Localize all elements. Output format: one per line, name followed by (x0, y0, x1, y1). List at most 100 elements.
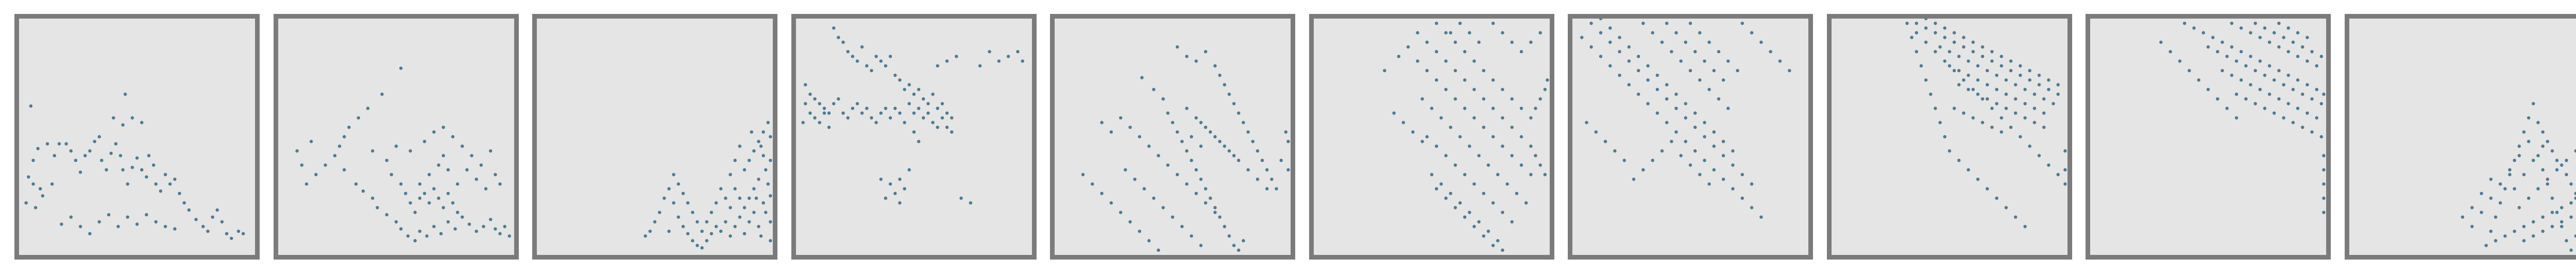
scatter-point (752, 149, 756, 153)
scatter-point (733, 158, 737, 162)
scatter-point (855, 102, 859, 106)
scatter-point (2183, 22, 2187, 25)
scatter-point (969, 201, 973, 205)
scatter-point (1698, 78, 1702, 82)
scatter-point (1957, 158, 1961, 162)
scatter-point (855, 59, 859, 63)
scatter-point (754, 196, 758, 200)
scatter-point (748, 158, 751, 162)
scatter-point (461, 144, 464, 148)
scatter-panel-9 (2086, 14, 2331, 260)
scatter-point (168, 182, 172, 186)
scatter-point (126, 182, 129, 186)
scatter-point (1501, 116, 1504, 120)
scatter-point (2319, 135, 2323, 139)
scatter-point (1472, 224, 1476, 229)
scatter-point (2063, 149, 2067, 153)
scatter-point (446, 168, 450, 172)
scatter-point (371, 196, 375, 200)
scatter-point (1176, 45, 1179, 49)
scatter-point (2023, 88, 2027, 91)
scatter-point (686, 201, 690, 205)
scatter-point (2253, 69, 2257, 72)
scatter-point (211, 215, 214, 219)
scatter-point (1750, 182, 1754, 186)
scatter-point (1204, 187, 1208, 190)
scatter-point (860, 111, 864, 115)
scatter-point (1501, 88, 1504, 91)
scatter-point (1491, 78, 1495, 82)
scatter-point (1435, 78, 1438, 82)
scatter-point (2532, 158, 2535, 162)
scatter-point (1140, 76, 1144, 79)
scatter-point (676, 182, 680, 186)
scatter-point (757, 178, 760, 181)
scatter-point (126, 215, 129, 219)
scatter-point (2569, 215, 2573, 219)
scatter-point (1999, 55, 2003, 58)
scatter-point (1726, 59, 1730, 63)
scatter-point (2508, 168, 2512, 172)
scatter-point (1712, 144, 1716, 148)
scatter-point (874, 55, 878, 58)
scatter-point (1157, 154, 1160, 157)
scatter-point (1726, 106, 1730, 110)
scatter-point (2560, 224, 2564, 229)
scatter-plot-area (801, 26, 1024, 205)
scatter-point (1199, 178, 1203, 181)
scatter-point (2273, 31, 2276, 35)
scatter-point (912, 92, 916, 96)
scatter-point (705, 220, 708, 224)
scatter-point (2230, 45, 2233, 49)
scatter-point (394, 144, 398, 148)
scatter-point (1242, 239, 1245, 243)
scatter-point (1286, 140, 1290, 143)
scatter-plot-area (2461, 102, 2576, 252)
scatter-point (418, 182, 421, 186)
scatter-point (2178, 59, 2182, 63)
scatter-point (709, 211, 714, 214)
scatter-point (2315, 64, 2318, 68)
scatter-point (1613, 149, 1617, 153)
scatter-point (1608, 64, 1612, 68)
scatter-point (1185, 149, 1189, 153)
scatter-point (33, 206, 38, 209)
scatter-plot-area (1383, 22, 1549, 252)
scatter-point (1524, 201, 1528, 205)
scatter-point (818, 121, 821, 124)
scatter-point (1435, 22, 1438, 25)
scatter-point (1712, 168, 1716, 172)
scatter-point (748, 196, 751, 200)
scatter-point (2517, 206, 2521, 209)
scatter-point (1453, 206, 1457, 209)
scatter-point (1477, 40, 1481, 44)
scatter-point (2032, 92, 2037, 96)
scatter-point (1435, 144, 1438, 148)
scatter-point (151, 163, 156, 167)
scatter-point (163, 224, 167, 229)
scatter-plot-area (1905, 19, 2067, 229)
scatter-point (1209, 130, 1212, 134)
scatter-point (507, 234, 511, 238)
scatter-point (2286, 73, 2290, 77)
scatter-point (1999, 116, 2003, 120)
scatter-point (1501, 144, 1504, 148)
scatter-point (2560, 206, 2564, 209)
scatter-point (31, 158, 35, 162)
scatter-point (1679, 59, 1683, 63)
scatter-point (465, 168, 469, 172)
scatter-point (154, 182, 158, 186)
scatter-point (822, 111, 826, 115)
scatter-point (1124, 168, 1127, 172)
scatter-point (1171, 121, 1175, 124)
scatter-point (2282, 116, 2285, 120)
scatter-point (121, 168, 125, 172)
scatter-point (2234, 116, 2239, 120)
scatter-point (2267, 40, 2272, 44)
scatter-point (2532, 220, 2535, 224)
scatter-point (769, 239, 772, 243)
scatter-point (2211, 36, 2215, 39)
scatter-point (1458, 22, 1462, 25)
scatter-point (2277, 69, 2281, 72)
scatter-point (2301, 125, 2304, 129)
